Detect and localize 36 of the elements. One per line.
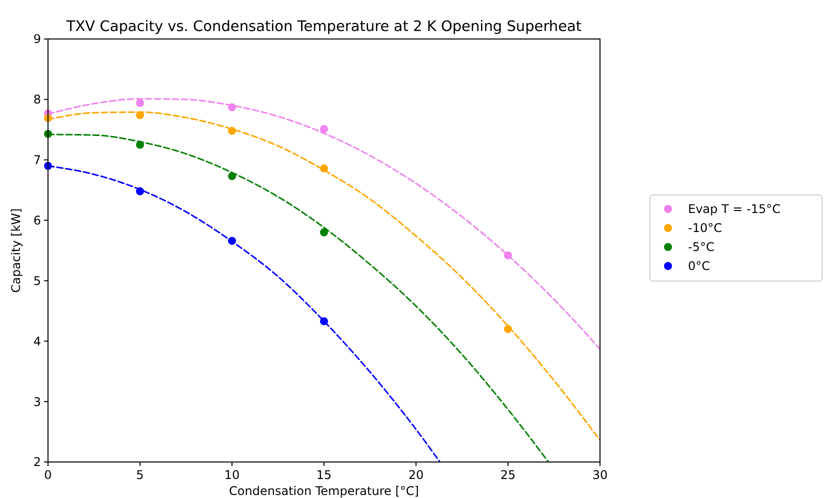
- y-axis-title: Capacity [kW]: [9, 208, 23, 293]
- point: [136, 99, 144, 108]
- point: [320, 164, 328, 172]
- legend-label: Evap T = -15°C: [688, 202, 780, 216]
- x-tick-label: 15: [316, 468, 332, 482]
- legend-label: -5°C: [688, 240, 714, 254]
- y-tick-label: 7: [33, 153, 41, 168]
- point: [136, 187, 144, 196]
- x-tick-label: 25: [500, 468, 516, 482]
- x-tick-label: 30: [592, 468, 608, 482]
- y-tick-label: 5: [33, 274, 41, 288]
- point: [136, 111, 144, 120]
- point: [228, 172, 236, 180]
- point: [228, 236, 236, 245]
- point: [504, 251, 512, 260]
- legend-label: 0°C: [688, 259, 710, 274]
- y-tick-label: 8: [33, 92, 41, 107]
- x-tick-label: 10: [224, 468, 240, 482]
- point: [228, 126, 236, 135]
- x-tick-label: 0: [44, 468, 52, 482]
- y-tick-label: 9: [33, 32, 41, 46]
- point: [228, 103, 236, 112]
- point: [320, 228, 328, 236]
- y-tick-label: 6: [33, 213, 41, 228]
- legend-label: -10°C: [688, 221, 722, 236]
- x-axis-title: Condensation Temperature [°C]: [229, 484, 419, 498]
- y-tick-label: 2: [33, 455, 41, 470]
- x-tick-label: 5: [136, 468, 144, 482]
- y-tick-label: 3: [33, 394, 41, 409]
- chart-title: TXV Capacity vs. Condensation Temperature at 2 K Opening Superheat: [65, 19, 582, 35]
- x-tick-label: 20: [408, 468, 424, 482]
- point: [320, 125, 328, 134]
- point: [320, 317, 328, 326]
- point: [136, 140, 144, 149]
- y-tick-label: 4: [33, 334, 41, 348]
- point: [504, 325, 512, 334]
